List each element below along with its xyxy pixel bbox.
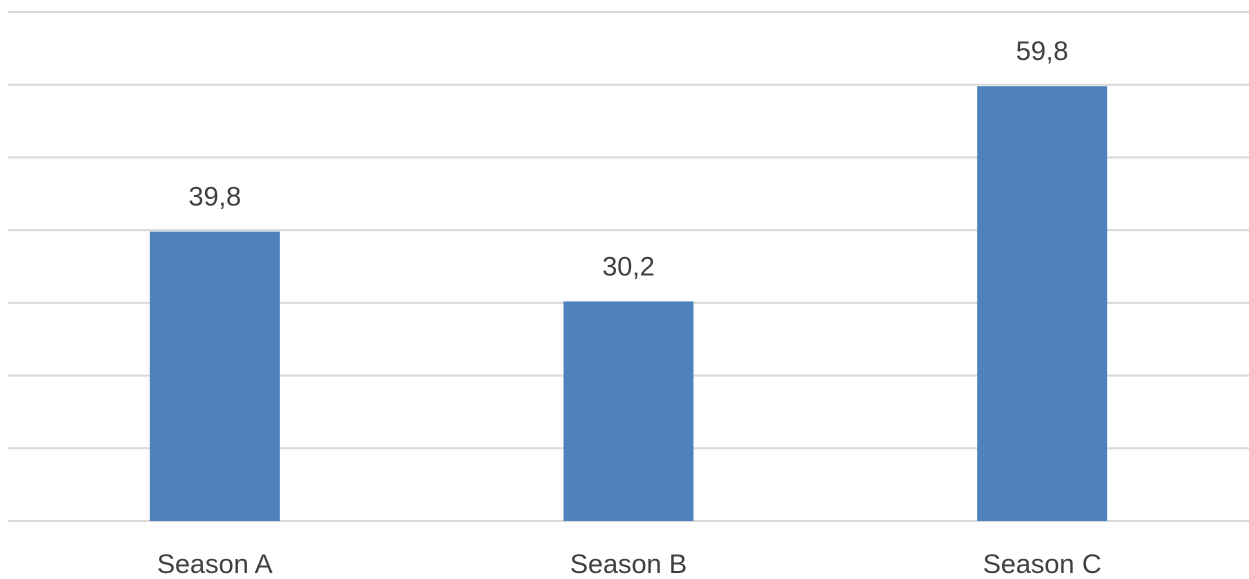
bars [149, 86, 1108, 521]
bar-season-a [149, 231, 280, 521]
x-tick-label: Season B [570, 549, 687, 579]
data-labels: 39,8 30,2 59,8 [189, 36, 1069, 281]
x-tick-label: Season C [983, 549, 1102, 579]
x-tick-label: Season A [157, 549, 273, 579]
bar-season-b [563, 301, 694, 521]
data-label: 59,8 [1016, 36, 1069, 66]
data-label: 39,8 [189, 182, 242, 212]
data-label: 30,2 [602, 251, 655, 281]
bar-season-c [977, 86, 1108, 521]
x-axis-tick-labels: Season A Season B Season C [157, 549, 1101, 579]
